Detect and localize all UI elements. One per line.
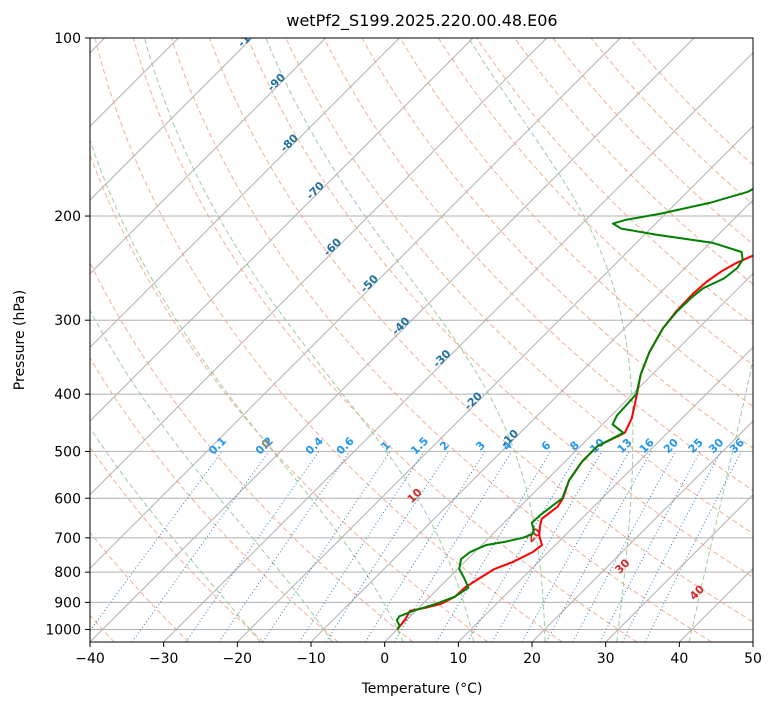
- moist-adiabat: [468, 38, 634, 642]
- dry-adiabat: [437, 38, 753, 366]
- mixing-ratio-line: [599, 451, 701, 642]
- y-axis-label: Pressure (hPa): [12, 290, 28, 390]
- moist-adiabat: [90, 427, 261, 642]
- x-axis-label: Temperature (°C): [361, 681, 483, 697]
- dry-adiabat: [90, 531, 190, 642]
- moist-adiabat: [688, 357, 753, 642]
- y-tick-label: 300: [54, 313, 81, 329]
- dry-adiabat: [247, 38, 753, 578]
- y-tick-label: 900: [54, 595, 81, 611]
- dry-adiabat: [94, 38, 563, 642]
- y-tick-label: 100: [54, 31, 81, 47]
- dry-adiabat: [590, 38, 753, 206]
- isotherm-line: [384, 272, 753, 642]
- chart-title: wetPf2_S199.2025.220.00.48.E06: [286, 11, 557, 31]
- dewpoint-profile-line: [395, 187, 753, 631]
- dry-adiabat: [170, 38, 712, 642]
- plot-area: 0.10.20.40.611.52346810131620253036-100-…: [90, 21, 753, 642]
- y-tick-label: 400: [54, 387, 81, 403]
- mixing-ratio-line: [435, 451, 552, 642]
- dry-adiabat: [90, 153, 488, 642]
- isotherm-line: [90, 38, 548, 496]
- axes: −40 −30 −20 −10 0 10 20 30 40 50 100 200 300 400 500 60…: [45, 31, 762, 667]
- isotherm-line: [90, 38, 327, 275]
- isotherm-line: [90, 38, 400, 349]
- isotherm-line: [90, 38, 621, 570]
- y-tick-label: 200: [54, 209, 81, 225]
- x-tick-label: 20: [523, 651, 541, 667]
- isotherm-line: [90, 38, 253, 201]
- isotherm-line: [605, 493, 753, 642]
- dry-adiabat: [90, 261, 414, 642]
- x-tick-label: −40: [75, 651, 105, 667]
- mixing-ratio-line: [185, 451, 320, 642]
- x-tick-label: 0: [380, 651, 389, 667]
- y-tick-label: 1000: [45, 622, 81, 638]
- dry-adiabat: [132, 38, 638, 642]
- dry-adiabat: [361, 38, 753, 449]
- mixing-ratio-line: [644, 451, 742, 642]
- y-tick-label: 700: [54, 531, 81, 547]
- mixing-ratio-line: [298, 451, 425, 642]
- dry-adiabat: [399, 38, 753, 408]
- dry-adiabat: [476, 38, 753, 326]
- moist-adiabat: [143, 38, 475, 642]
- mixing-ratio-line: [364, 451, 486, 642]
- mixing-ratio-line: [621, 451, 722, 642]
- y-tick-label: 600: [54, 491, 81, 507]
- x-tick-label: 50: [744, 651, 762, 667]
- x-tick-label: −30: [149, 651, 179, 667]
- dry-adiabat: [285, 38, 753, 535]
- isotherm-line: [90, 38, 695, 642]
- temperature-profile-line: [396, 254, 753, 631]
- y-tick-label: 800: [54, 565, 81, 581]
- dry-adiabat: [90, 357, 339, 642]
- x-tick-label: −20: [223, 651, 253, 667]
- moist-adiabat: [90, 309, 333, 642]
- x-tick-label: −10: [296, 651, 326, 667]
- x-tick-label: 30: [597, 651, 615, 667]
- x-tick-label: 40: [670, 651, 688, 667]
- isotherm-line: [531, 420, 753, 642]
- moist-adiabat: [265, 38, 546, 642]
- mixing-ratio-line: [131, 451, 270, 642]
- mixing-ratio-line: [393, 451, 513, 642]
- isotherm-line: [457, 346, 753, 642]
- mixing-ratio-line: [90, 451, 223, 632]
- mixing-ratio-line: [218, 451, 351, 642]
- mixing-ratio-line: [521, 451, 630, 642]
- isotherm-line: [90, 38, 474, 422]
- mixing-ratio-line: [325, 451, 450, 642]
- y-tick-label: 500: [54, 444, 81, 460]
- isotherm-line: [236, 125, 753, 642]
- dry-adiabat: [209, 38, 753, 623]
- x-tick-label: 10: [449, 651, 467, 667]
- mixing-ratio-line: [572, 451, 676, 642]
- dry-adiabat: [552, 38, 753, 245]
- plot-frame: [89, 37, 754, 643]
- isotherm-label: -100: [235, 21, 264, 50]
- mixing-ratio-line: [262, 451, 391, 642]
- dry-adiabat: [323, 38, 753, 492]
- isotherm-line: [163, 51, 753, 642]
